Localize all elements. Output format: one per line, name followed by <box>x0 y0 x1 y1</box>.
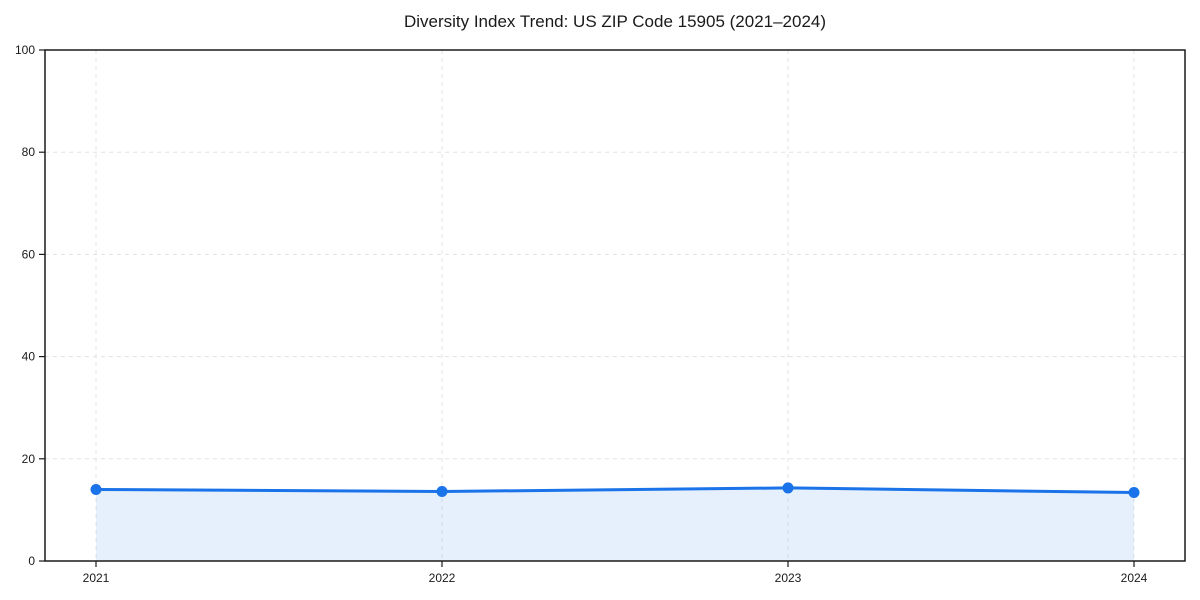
trend-line <box>94 486 1136 495</box>
chart-title: Diversity Index Trend: US ZIP Code 15905… <box>403 12 827 31</box>
y-tick-label: 0 <box>28 554 35 568</box>
y-tick-label: 60 <box>22 247 36 261</box>
y-tick-label: 100 <box>15 43 35 57</box>
x-tick-label: 2021 <box>83 571 110 585</box>
data-point <box>90 483 102 495</box>
y-tick-label: 40 <box>22 350 36 364</box>
data-point <box>1128 487 1140 499</box>
plot-border <box>44 49 1186 562</box>
x-tick-label: 2024 <box>1121 571 1148 585</box>
data-point <box>782 482 794 494</box>
y-tick-label: 80 <box>22 145 36 159</box>
y-tick-label: 20 <box>22 452 36 466</box>
x-tick-label: 2022 <box>429 571 456 585</box>
x-tick-label: 2023 <box>775 571 802 585</box>
data-point <box>436 486 448 498</box>
area-fill <box>96 487 1134 561</box>
